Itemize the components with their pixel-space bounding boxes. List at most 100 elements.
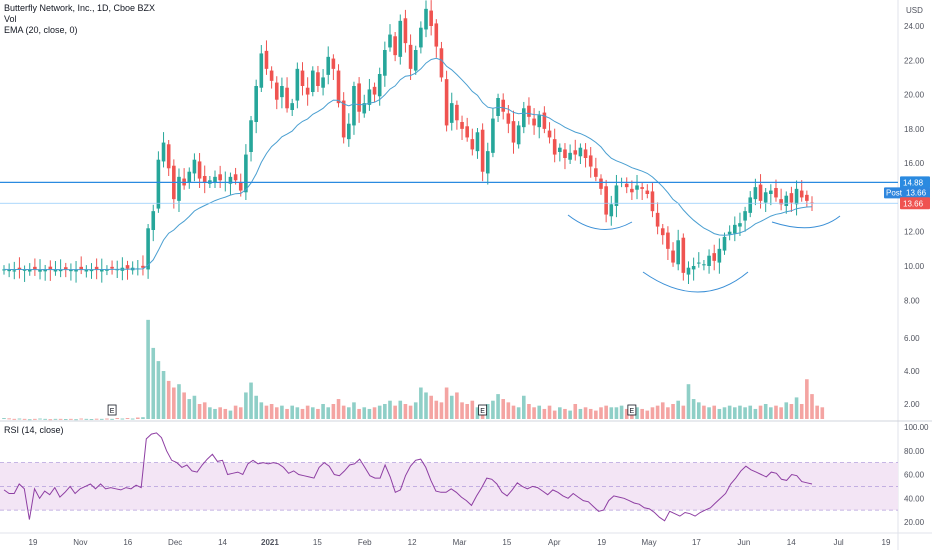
candle-body: [269, 70, 274, 81]
candle-body: [455, 104, 459, 121]
volume-bar: [681, 405, 686, 419]
volume-bar: [408, 405, 413, 419]
candle-body: [94, 266, 99, 270]
candle: [630, 180, 634, 200]
candle-body: [33, 266, 37, 270]
volume-bar: [496, 394, 500, 419]
candle-body: [187, 171, 192, 183]
candle-body: [491, 118, 495, 153]
candle-body: [238, 182, 243, 191]
volume-bar: [79, 418, 83, 420]
legend-symbol[interactable]: Butterfly Network, Inc., 1D, Cboe BZX: [4, 3, 156, 13]
volume-bar: [367, 408, 372, 419]
candle-body: [141, 265, 145, 268]
volume-bar: [547, 405, 552, 419]
candle-body: [424, 8, 428, 30]
candle: [722, 232, 727, 255]
volume-bar: [403, 404, 408, 419]
candle: [552, 128, 557, 163]
candle-body: [733, 224, 737, 234]
candle-body: [388, 34, 392, 48]
candle-body: [650, 191, 655, 212]
candle: [357, 77, 361, 123]
candle-body: [465, 126, 469, 138]
rsi-legend[interactable]: RSI (14, close): [4, 425, 64, 435]
candle-body: [758, 184, 763, 201]
candle: [635, 174, 639, 200]
volume-bar: [141, 417, 145, 419]
volume-bar: [182, 392, 186, 419]
candle-body: [372, 86, 377, 95]
candle-body: [439, 48, 444, 78]
resistance-tag: [900, 176, 930, 189]
volume-bar: [532, 407, 536, 419]
candle-body: [254, 86, 258, 122]
candle: [244, 144, 248, 200]
candle: [660, 224, 665, 245]
candle-body: [125, 265, 130, 269]
candle: [177, 168, 181, 212]
volume-bar: [419, 387, 423, 419]
candle: [542, 106, 547, 134]
volume-bar: [815, 405, 819, 419]
time-tick-label: Dec: [168, 538, 182, 547]
candle-body: [362, 103, 367, 114]
candle: [655, 202, 660, 235]
candle-body: [233, 174, 238, 181]
candle-body: [655, 212, 660, 227]
candle: [650, 183, 655, 218]
candle-body: [501, 99, 506, 112]
candle-body: [635, 185, 639, 190]
candle: [758, 174, 763, 209]
volume-bar: [660, 402, 665, 419]
candle: [74, 261, 78, 283]
candle-body: [707, 255, 711, 266]
volume-bar: [254, 395, 258, 419]
candle: [105, 265, 109, 276]
volume-bar: [280, 405, 284, 419]
volume-bar: [22, 418, 27, 420]
candle-body: [393, 36, 397, 56]
candle: [794, 180, 799, 216]
candle-body: [594, 168, 598, 177]
candle-body: [398, 20, 403, 57]
volume-bar: [727, 405, 732, 419]
rsi-tick-label: 20.00: [904, 518, 925, 527]
candle-body: [244, 154, 248, 193]
candle-body: [640, 187, 644, 189]
volume-bar: [810, 394, 814, 419]
volume-bar: [305, 405, 310, 419]
legend-volume[interactable]: Vol: [4, 14, 17, 24]
candle: [218, 165, 222, 188]
volume-bar: [362, 407, 367, 419]
candle: [383, 41, 387, 87]
candle-body: [521, 108, 526, 128]
candle: [79, 256, 83, 275]
candle: [300, 62, 305, 96]
volume-bar: [568, 410, 572, 419]
candle: [686, 261, 691, 284]
candle-body: [79, 266, 83, 270]
candle: [455, 100, 459, 130]
volume-bar: [794, 397, 799, 419]
candle-body: [264, 50, 269, 69]
volume-bar: [341, 405, 346, 419]
candle: [588, 147, 593, 178]
candle-body: [738, 223, 742, 227]
candle: [563, 143, 567, 170]
candle-body: [789, 193, 794, 203]
volume-bar: [455, 392, 459, 419]
time-tick-label: 17: [692, 538, 701, 547]
volume-bar: [331, 404, 336, 419]
volume-bar: [537, 405, 542, 419]
volume-bar: [439, 402, 444, 419]
volume-bar: [758, 405, 763, 419]
volume-bar: [269, 404, 274, 419]
legend-ema[interactable]: EMA (20, close, 0): [4, 25, 78, 35]
candle: [666, 226, 670, 260]
candle-body: [614, 185, 619, 206]
volume-bar: [115, 418, 120, 420]
volume-bar: [357, 408, 361, 419]
